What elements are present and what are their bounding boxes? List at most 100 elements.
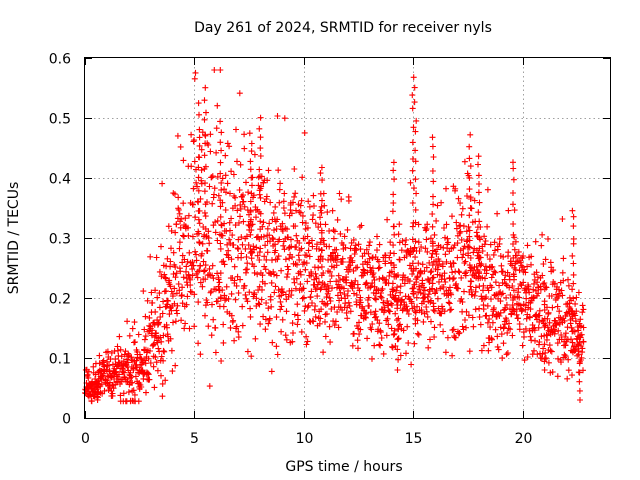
data-point	[438, 310, 445, 317]
data-point	[570, 236, 577, 242]
data-point	[304, 338, 311, 345]
data-point	[150, 341, 157, 348]
data-point	[152, 308, 159, 315]
data-point	[101, 387, 108, 394]
data-point	[278, 303, 285, 310]
data-point	[377, 329, 384, 336]
data-point	[393, 287, 400, 294]
data-point	[353, 291, 360, 298]
data-point	[224, 140, 231, 147]
data-point	[478, 347, 485, 354]
data-point	[311, 203, 317, 209]
data-point	[289, 320, 296, 327]
data-point	[304, 224, 311, 231]
data-point	[149, 299, 156, 306]
data-point	[247, 208, 254, 215]
data-point	[492, 279, 499, 286]
data-point	[452, 334, 459, 341]
data-point	[426, 259, 433, 266]
data-point	[255, 182, 262, 189]
data-point	[189, 259, 196, 266]
data-point	[576, 387, 583, 394]
data-point	[515, 315, 522, 322]
data-point	[221, 220, 228, 227]
data-point	[317, 214, 323, 221]
data-point	[480, 306, 487, 313]
data-point	[333, 278, 340, 285]
data-point	[186, 325, 193, 332]
data-point	[391, 176, 398, 183]
data-point	[553, 322, 560, 329]
data-point	[155, 319, 162, 326]
data-point	[429, 247, 436, 254]
data-point	[213, 149, 220, 156]
data-point	[410, 247, 417, 254]
data-point	[564, 324, 571, 331]
data-point	[322, 311, 329, 318]
data-point	[322, 333, 329, 340]
data-point	[176, 210, 183, 217]
data-point	[218, 129, 225, 136]
data-point	[262, 266, 269, 273]
x-tick-label: 5	[190, 431, 199, 447]
data-point	[228, 312, 235, 319]
data-point	[443, 258, 450, 265]
data-point	[470, 249, 477, 256]
data-point	[526, 289, 533, 296]
data-point	[172, 229, 179, 236]
data-point	[167, 335, 174, 342]
y-tick-label: 0.4	[49, 172, 71, 188]
data-point	[496, 235, 503, 242]
data-point	[412, 219, 419, 226]
data-point	[156, 268, 163, 275]
data-point	[347, 308, 354, 315]
data-point	[157, 334, 164, 341]
data-point	[264, 177, 271, 184]
data-point	[424, 293, 431, 300]
data-point	[228, 256, 235, 263]
data-point	[390, 242, 397, 249]
data-point	[308, 288, 315, 295]
data-point	[218, 295, 224, 302]
data-point	[209, 200, 216, 207]
data-point	[179, 252, 186, 259]
data-point	[415, 239, 422, 246]
data-point	[497, 298, 504, 305]
data-point	[545, 359, 552, 366]
data-point	[239, 303, 246, 310]
data-point	[376, 320, 383, 327]
data-point	[367, 309, 374, 316]
data-point	[413, 294, 420, 301]
data-point	[146, 314, 153, 321]
data-point	[572, 300, 579, 307]
data-point	[205, 141, 212, 148]
data-point	[423, 304, 430, 310]
data-point	[207, 131, 214, 138]
data-point	[197, 195, 204, 202]
data-point	[208, 174, 215, 181]
data-point	[288, 243, 295, 250]
data-point	[541, 280, 548, 286]
data-point	[409, 260, 416, 267]
data-point	[420, 318, 427, 325]
data-point	[318, 284, 325, 291]
data-point	[190, 201, 196, 208]
data-point	[247, 231, 254, 238]
data-point	[524, 354, 531, 360]
data-point	[511, 264, 518, 271]
data-point	[330, 227, 337, 234]
data-point	[266, 220, 273, 227]
data-point	[500, 253, 507, 260]
data-point	[321, 202, 328, 209]
data-point	[167, 258, 174, 265]
data-point	[241, 282, 248, 289]
data-point	[436, 258, 443, 265]
data-point	[513, 311, 520, 318]
data-point	[565, 276, 571, 283]
data-point	[251, 263, 257, 270]
data-point	[190, 262, 197, 269]
data-point	[230, 171, 237, 178]
data-point	[344, 226, 351, 233]
data-point	[466, 174, 473, 181]
data-point	[96, 352, 103, 359]
